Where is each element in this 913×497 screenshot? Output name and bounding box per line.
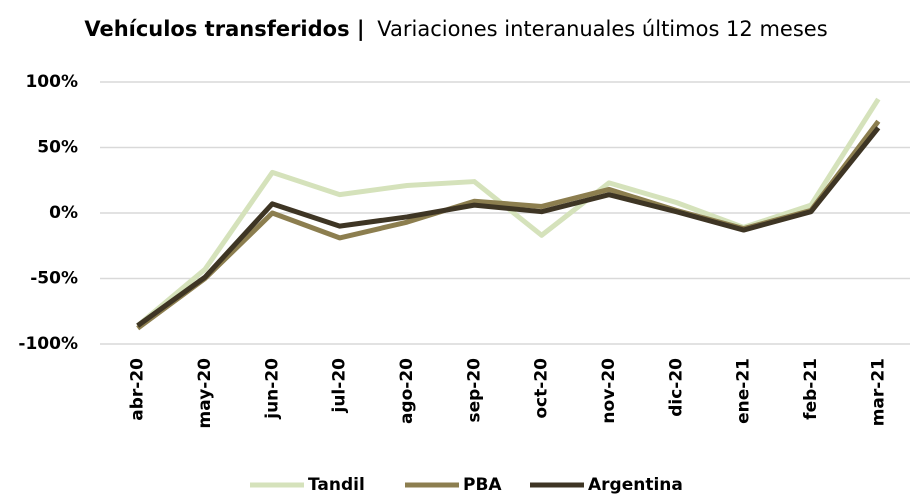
x-tick-label: jun-20 — [262, 358, 282, 420]
x-tick-label: ene-21 — [734, 358, 754, 424]
y-tick-label: -100% — [18, 334, 78, 354]
y-tick-label: 100% — [25, 72, 78, 92]
x-tick-label: sep-20 — [464, 358, 484, 423]
chart-title: Vehículos transferidos | Variaciones int… — [84, 17, 827, 42]
x-tick-label: ago-20 — [397, 358, 417, 424]
title: Vehículos transferidos | — [84, 17, 364, 42]
x-tick-label: dic-20 — [666, 358, 686, 417]
x-tick-label: abr-20 — [128, 358, 148, 421]
x-tick-label: nov-20 — [599, 358, 619, 424]
x-tick-label: oct-20 — [532, 358, 552, 419]
y-tick-label: 0% — [49, 203, 78, 223]
subtitle: Variaciones interanuales últimos 12 mese… — [377, 17, 827, 41]
x-tick-label: jul-20 — [330, 358, 350, 414]
x-tick-label: feb-21 — [801, 358, 821, 420]
legend-label: PBA — [463, 475, 502, 495]
x-tick-label: may-20 — [195, 358, 215, 429]
legend-label: Argentina — [588, 475, 683, 495]
legend-label: Tandil — [308, 475, 365, 495]
x-tick-label: mar-21 — [868, 358, 888, 426]
y-tick-label: 50% — [37, 138, 78, 158]
series-line — [136, 126, 881, 328]
y-tick-label: -50% — [30, 269, 78, 289]
